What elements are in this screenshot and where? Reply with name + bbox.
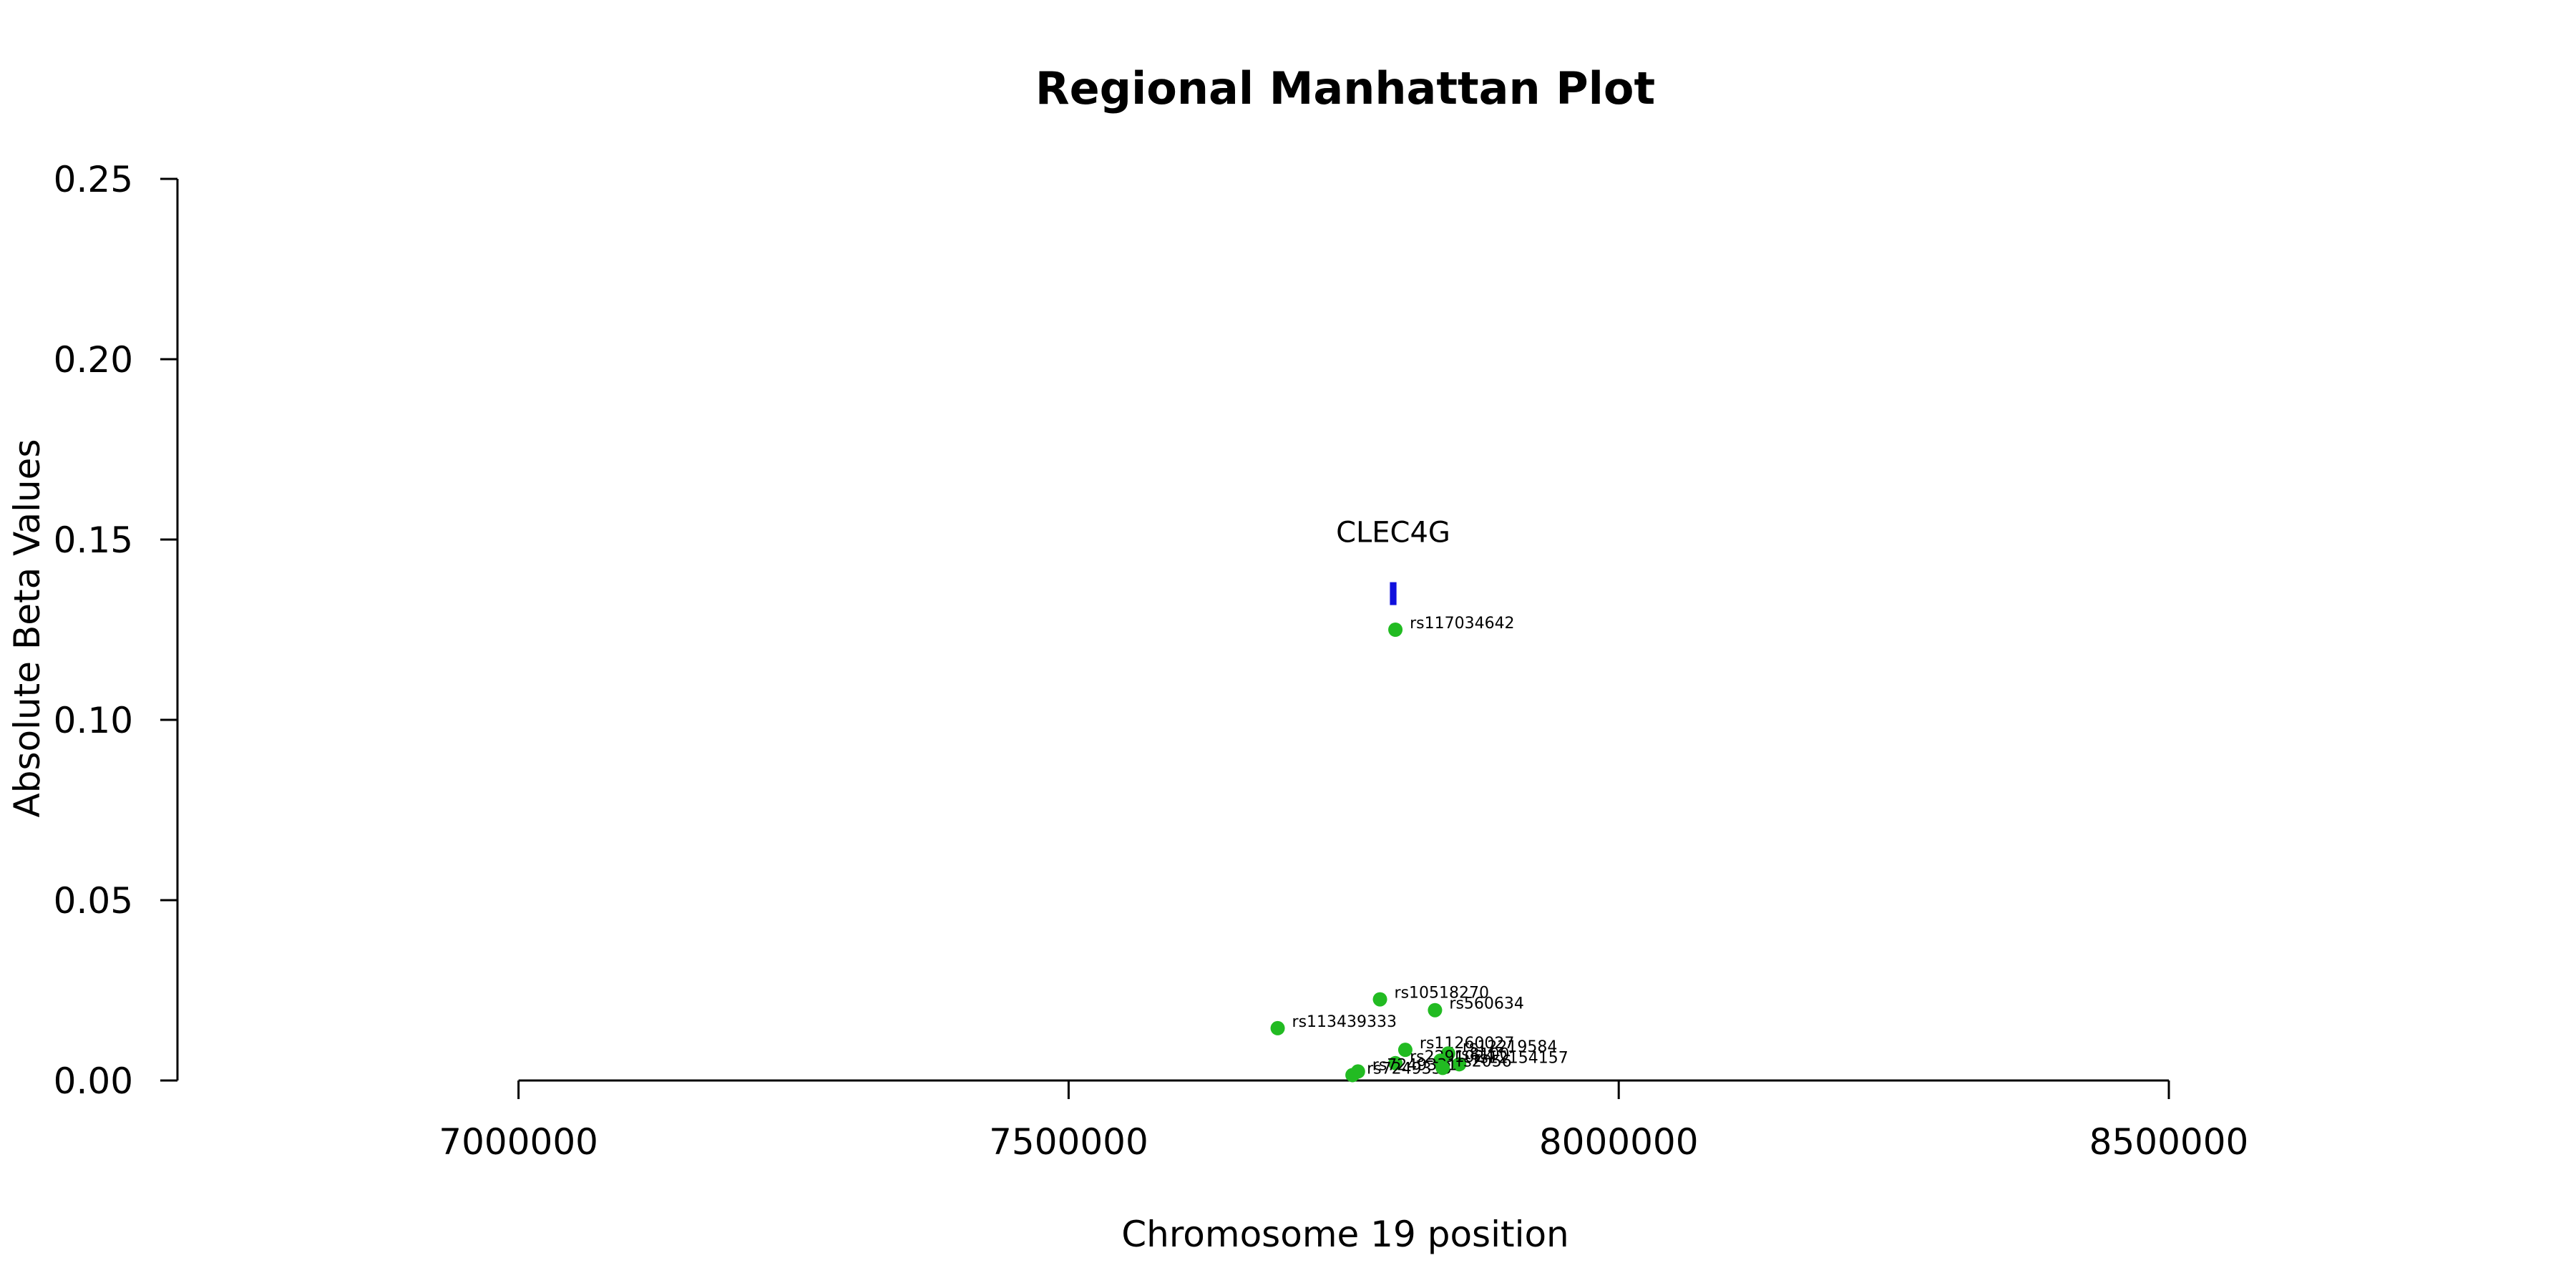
y-tick-label: 0.00 [54, 1060, 133, 1102]
snp-point [1345, 1068, 1360, 1083]
snp-label: rs2291024 [1410, 1048, 1495, 1066]
gene-bar [1390, 582, 1397, 605]
snp-point [1388, 1055, 1403, 1070]
y-tick-label: 0.25 [54, 159, 133, 200]
snp-point [1270, 1020, 1285, 1035]
snp-label: rs11260027 [1420, 1035, 1514, 1053]
snp-label: rs113439333 [1292, 1013, 1397, 1031]
snp-label: rs8100 [1455, 1045, 1510, 1063]
x-axis: 7000000 7500000 8000000 8500000 [439, 1079, 2249, 1163]
gene-label: CLEC4G [1336, 517, 1450, 550]
snp-label: rs12154157 [1473, 1049, 1568, 1067]
x-tick-label: 8500000 [2089, 1121, 2249, 1163]
y-tick-label: 0.15 [54, 519, 133, 561]
gene-track: CLEC4G [1336, 517, 1450, 605]
snp-point [1428, 1002, 1443, 1018]
y-tick-label: 0.10 [54, 700, 133, 741]
snp-point [1372, 992, 1387, 1007]
x-axis-label: Chromosome 19 position [1121, 1214, 1569, 1255]
snp-label: rs12219584 [1463, 1038, 1557, 1056]
snp-point [1435, 1060, 1450, 1075]
y-tick-label: 0.20 [54, 339, 133, 381]
x-tick-label: 8000000 [1539, 1121, 1699, 1163]
snp-label: rs2056 [1457, 1053, 1512, 1070]
snp-point [1397, 1043, 1413, 1058]
chart-title: Regional Manhattan Plot [1035, 62, 1655, 114]
snp-label: rs560634 [1449, 995, 1523, 1013]
snp-point [1452, 1057, 1467, 1072]
y-axis: 0.00 0.05 0.10 0.15 0.20 0.25 [54, 159, 179, 1102]
snp-point [1388, 623, 1403, 637]
snp-label: rs117034642 [1410, 615, 1514, 633]
x-tick-label: 7500000 [989, 1121, 1148, 1163]
x-tick-label: 7000000 [439, 1121, 598, 1163]
y-axis-label: Absolute Beta Values [6, 439, 48, 818]
y-tick-label: 0.05 [54, 880, 133, 922]
snp-label: rs10518270 [1395, 985, 1489, 1002]
